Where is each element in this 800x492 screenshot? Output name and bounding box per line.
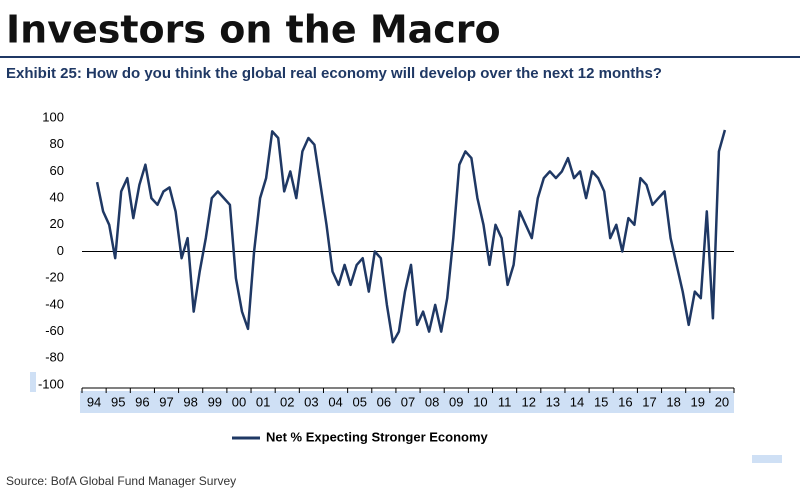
- x-tick-label: 03: [304, 394, 318, 409]
- x-tick-label: 96: [135, 394, 149, 409]
- y-tick-label: -80: [45, 350, 64, 365]
- x-tick-label: 11: [498, 394, 512, 409]
- decor: [30, 372, 36, 392]
- x-tick-label: 00: [232, 394, 246, 409]
- y-tick-label: -20: [45, 270, 64, 285]
- x-tick-label: 12: [522, 394, 536, 409]
- y-tick-label: -40: [45, 296, 64, 311]
- source: Source: BofA Global Fund Manager Survey: [6, 474, 236, 488]
- x-axis-band: [80, 391, 734, 413]
- x-tick-label: 15: [594, 394, 608, 409]
- x-tick-label: 17: [642, 394, 656, 409]
- y-tick-label: 100: [42, 109, 64, 124]
- x-tick-label: 94: [87, 394, 101, 409]
- y-tick-label: -100: [38, 376, 64, 391]
- legend-label: Net % Expecting Stronger Economy: [266, 429, 489, 444]
- y-tick-label: 0: [57, 243, 64, 258]
- chart-title: Exhibit 25: How do you think the global …: [6, 65, 662, 82]
- x-tick-label: 18: [666, 394, 680, 409]
- decor: [752, 455, 782, 463]
- x-tick-label: 13: [546, 394, 560, 409]
- y-tick-label: 20: [50, 216, 64, 231]
- x-tick-label: 10: [473, 394, 487, 409]
- x-tick-label: 99: [208, 394, 222, 409]
- x-tick-label: 19: [691, 394, 705, 409]
- x-tick-label: 05: [352, 394, 366, 409]
- y-tick-label: 60: [50, 163, 64, 178]
- x-tick-label: 16: [618, 394, 632, 409]
- line: [95, 129, 727, 344]
- x-tick-label: 95: [111, 394, 125, 409]
- x-tick-label: 20: [715, 394, 729, 409]
- title-rule: [0, 56, 800, 58]
- x-tick-label: 97: [159, 394, 173, 409]
- y-tick-label: 40: [50, 190, 64, 205]
- x-tick-label: 02: [280, 394, 294, 409]
- x-tick-label: 07: [401, 394, 415, 409]
- y-tick-label: 80: [50, 136, 64, 151]
- x-tick-label: 09: [449, 394, 463, 409]
- page-title: Investors on the Macro: [6, 8, 501, 52]
- x-tick-label: 98: [183, 394, 197, 409]
- x-tick-label: 04: [328, 394, 342, 409]
- x-tick-label: 08: [425, 394, 439, 409]
- x-tick-label: 01: [256, 394, 270, 409]
- y-tick-label: -60: [45, 323, 64, 338]
- x-tick-label: 06: [377, 394, 391, 409]
- x-tick-label: 14: [570, 394, 584, 409]
